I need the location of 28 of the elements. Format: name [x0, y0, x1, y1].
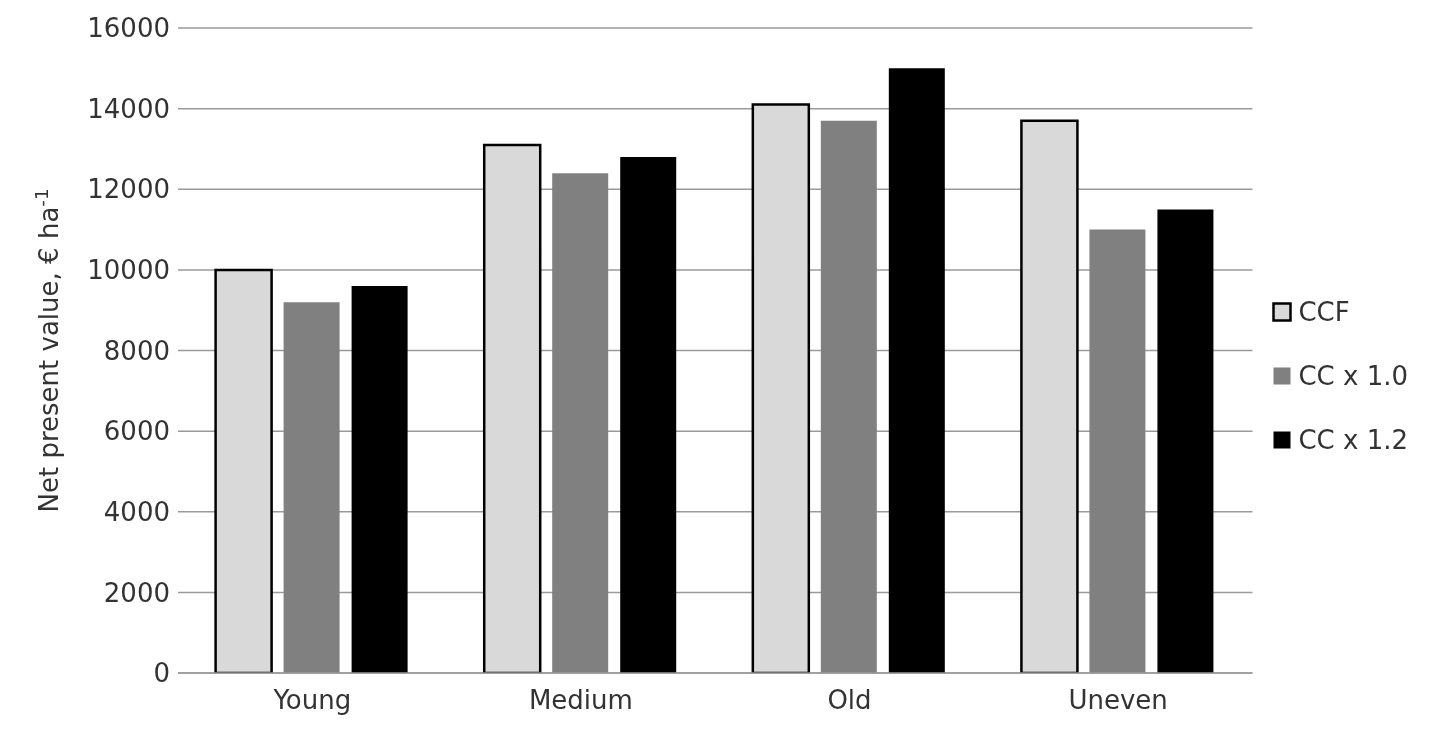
y-tick-label: 8000 [103, 335, 170, 366]
bar [1089, 229, 1146, 673]
y-tick-label: 16000 [87, 13, 170, 44]
bar [482, 143, 542, 673]
bar [1157, 209, 1214, 673]
x-tick-label: Young [272, 685, 352, 716]
y-tick-label: 0 [153, 658, 170, 689]
bar [214, 268, 273, 673]
legend-label: CC x 1.0 [1298, 360, 1408, 391]
x-tick-label: Medium [528, 685, 633, 716]
legend-label: CCF [1298, 296, 1350, 327]
bar [283, 302, 340, 673]
bar [351, 286, 408, 673]
y-tick-label: 10000 [87, 255, 170, 286]
legend-label: CC x 1.2 [1298, 424, 1408, 455]
bar [751, 103, 811, 673]
bar [1020, 119, 1079, 673]
bar [620, 157, 677, 673]
bar [552, 173, 609, 673]
bar [820, 120, 877, 673]
y-tick-label: 6000 [103, 416, 170, 447]
bar [888, 68, 945, 673]
y-tick-label: 2000 [103, 577, 170, 608]
y-tick-label: 4000 [103, 496, 170, 527]
x-tick-label: Uneven [1068, 685, 1168, 716]
y-tick-label: 14000 [87, 93, 170, 124]
y-tick-label: 12000 [87, 174, 170, 205]
x-tick-label: Old [827, 685, 872, 716]
